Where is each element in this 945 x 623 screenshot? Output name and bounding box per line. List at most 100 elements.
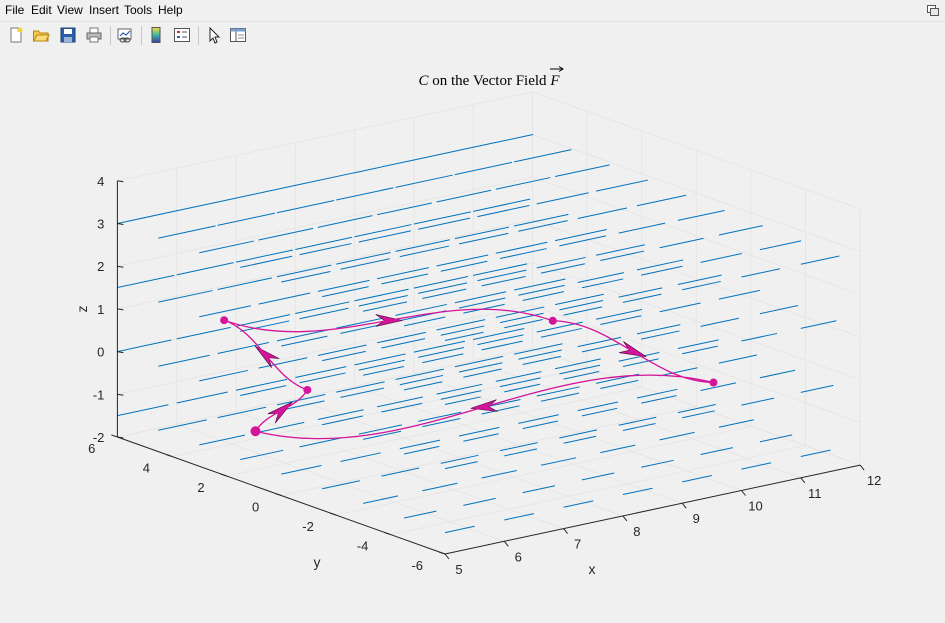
link-plot-icon[interactable]: [116, 26, 134, 44]
quiver-arrow: [800, 449, 831, 457]
curve-vertex-marker: [548, 316, 557, 325]
quiver-arrow: [518, 349, 562, 360]
quiver-arrow: [399, 245, 450, 258]
toolbar-separator: [141, 26, 142, 45]
legend-icon[interactable]: [173, 26, 191, 44]
menu-edit[interactable]: Edit: [31, 3, 52, 17]
quiver-arrow: [554, 164, 610, 178]
menu-file[interactable]: File: [5, 3, 25, 17]
curve-vertex-marker: [250, 426, 261, 437]
x-tick-label: 5: [455, 562, 462, 577]
save-icon[interactable]: [59, 26, 77, 44]
quiver-arrow: [595, 244, 646, 256]
quiver-arrow: [395, 303, 447, 316]
quiver-arrow: [354, 159, 415, 174]
quiver-arrow: [636, 324, 681, 335]
toolbar-separator: [110, 26, 111, 45]
quiver-arrow: [682, 345, 718, 355]
quiver-arrow: [581, 472, 615, 481]
quiver-arrow: [295, 301, 350, 314]
print-icon[interactable]: [85, 26, 103, 44]
quiver-arrow: [622, 487, 653, 496]
grid-line: [117, 176, 533, 267]
quiver-arrow: [440, 325, 485, 336]
quiver-arrow: [477, 334, 524, 346]
quiver-arrow: [322, 350, 366, 362]
quiver-arrow: [481, 405, 520, 415]
pointer-icon[interactable]: [205, 26, 223, 44]
quiver-arrow: [422, 353, 464, 364]
quiver-arrow: [504, 319, 543, 329]
quiver-arrow: [418, 282, 468, 294]
quiver-arrow: [199, 369, 249, 382]
quiver-arrow: [499, 312, 544, 324]
quiver-arrow: [299, 243, 352, 256]
dock-figure-icon[interactable]: [927, 5, 939, 16]
quiver-arrow: [403, 316, 446, 327]
quiver-arrow: [158, 290, 213, 303]
y-tick-mark: [329, 512, 336, 516]
quiver-arrow: [217, 342, 270, 355]
menu-insert[interactable]: Insert: [89, 3, 120, 17]
quiver-arrow: [518, 414, 559, 424]
quiver-arrow: [718, 354, 757, 364]
quiver-arrow: [413, 146, 474, 161]
menu-tools[interactable]: Tools: [124, 3, 153, 17]
curve-vertex-marker: [709, 378, 718, 387]
menu-view[interactable]: View: [57, 3, 83, 17]
quiver-arrow: [358, 424, 402, 435]
new-figure-icon[interactable]: [7, 26, 25, 44]
z-tick-label: 3: [97, 217, 104, 232]
z-tick-label: -2: [93, 430, 105, 445]
quiver-arrow: [336, 381, 385, 393]
quiver-arrow: [622, 293, 662, 303]
quiver-arrow: [536, 192, 589, 205]
x-tick-label: 11: [808, 486, 822, 501]
quiver-arrow: [618, 416, 657, 426]
quiver-arrow: [381, 467, 420, 477]
quiver-arrow: [276, 329, 329, 342]
grid-line: [390, 445, 806, 535]
quiver-arrow: [577, 401, 619, 412]
quiver-arrow: [454, 355, 504, 368]
quiver-arrow: [682, 280, 721, 291]
quiver-arrow: [563, 371, 600, 380]
quiver-arrow: [340, 258, 390, 270]
z-tick-mark: [117, 265, 124, 268]
quiver-arrow: [477, 204, 530, 218]
quiver-arrow: [522, 420, 559, 430]
quiver-arrow: [659, 367, 698, 377]
quiver-arrow: [322, 286, 369, 298]
z-tick-mark: [117, 308, 124, 311]
quiver-arrow: [444, 461, 478, 470]
quiver-arrow: [444, 331, 484, 341]
quiver-arrow: [540, 457, 577, 466]
grid-line: [532, 91, 861, 210]
y-tick-label: 4: [143, 461, 150, 476]
colorbar-icon[interactable]: [147, 26, 165, 44]
quiver-arrow: [559, 364, 601, 375]
figure-canvas[interactable]: 5 6 7 8 9 10 11 12 -6 -4 -2 0 2 4 6 -2 -1 0 1 2 3 4 x y z C o…: [0, 49, 945, 618]
quiver-arrow: [759, 434, 793, 443]
menu-help[interactable]: Help: [158, 3, 183, 17]
y-tick-mark: [111, 434, 118, 438]
quiver-arrow: [559, 429, 598, 439]
quiver-arrow: [158, 354, 210, 367]
quiver-arrow: [600, 444, 636, 454]
open-file-icon[interactable]: [32, 26, 50, 44]
quiver-arrow: [581, 407, 618, 417]
x-tick-mark: [681, 502, 687, 509]
quiver-arrow: [682, 410, 715, 419]
quiver-arrow: [499, 377, 541, 388]
x-tick-mark: [741, 490, 746, 496]
quiver-arrow: [454, 161, 513, 176]
property-inspector-icon[interactable]: [229, 26, 247, 44]
quiver-arrow: [700, 447, 733, 456]
quiver-arrow: [618, 352, 660, 362]
curve-c: [220, 308, 718, 440]
z-tick-label: 0: [97, 345, 104, 360]
grid-line: [226, 386, 642, 477]
quiver-arrow: [354, 224, 412, 238]
